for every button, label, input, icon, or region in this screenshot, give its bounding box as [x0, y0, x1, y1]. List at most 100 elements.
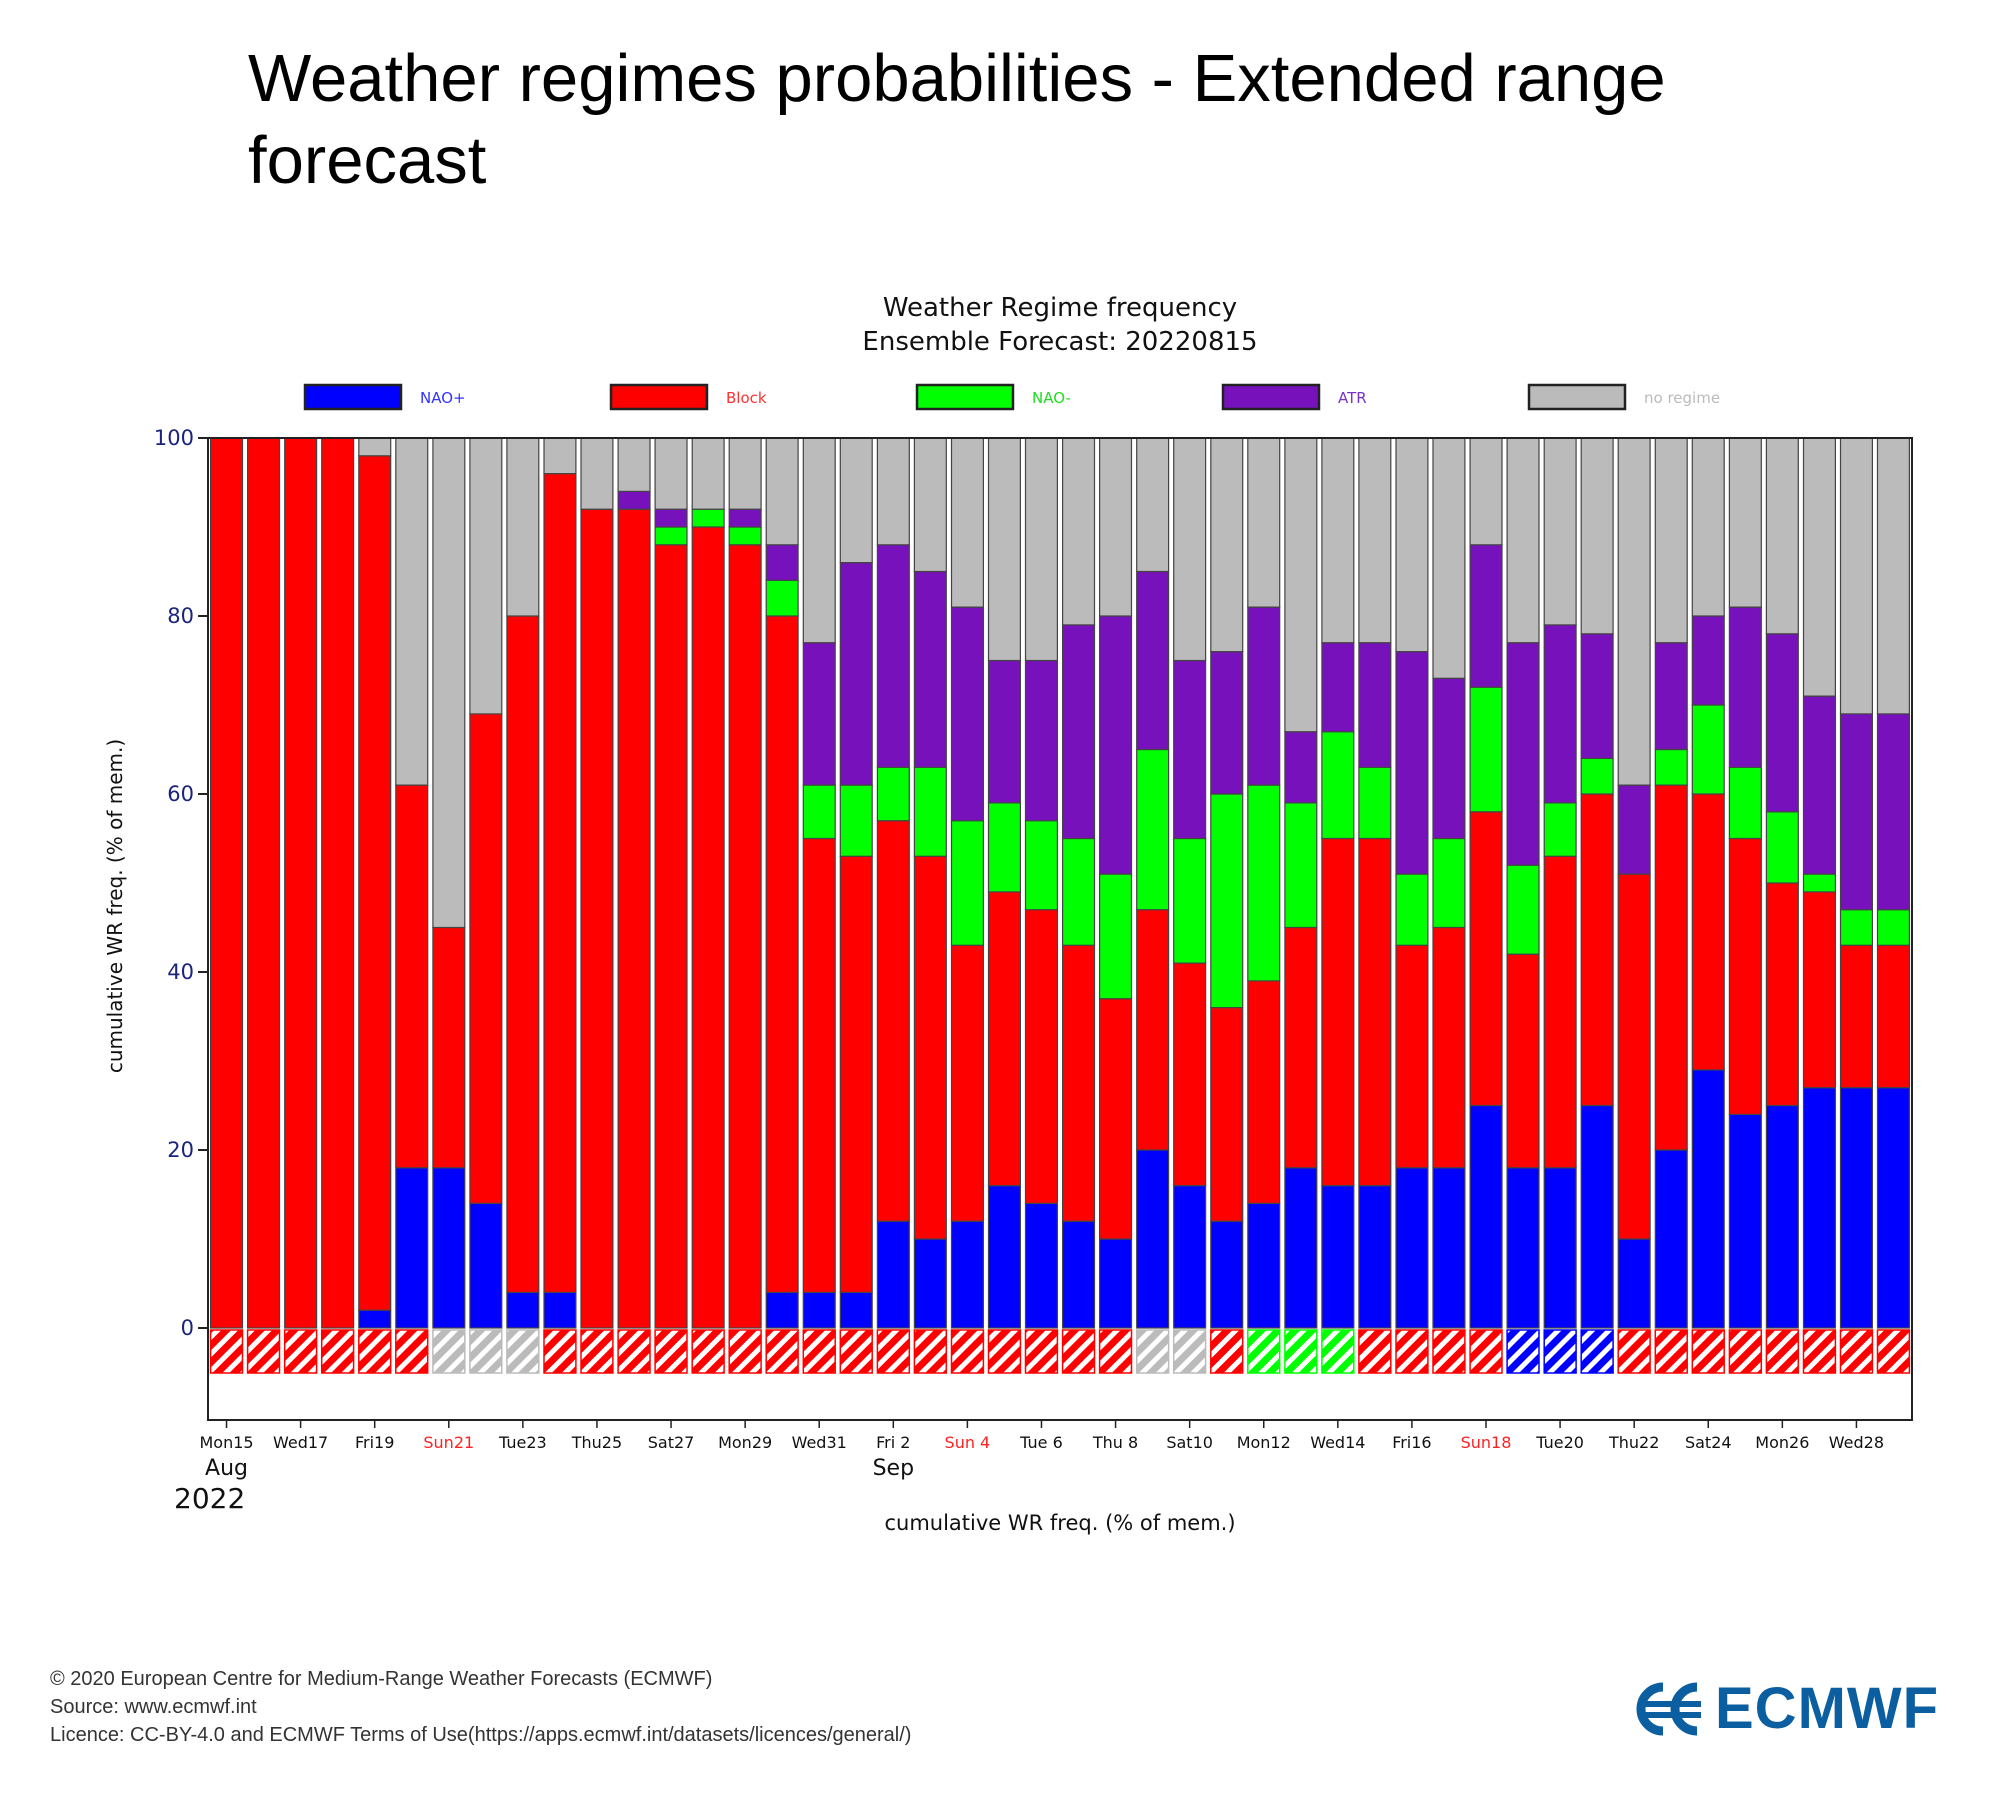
bar-no-regime-aug-19: [358, 437, 392, 457]
bar-no-regime-sep-6: [1024, 437, 1058, 662]
bar-nao-sep-6: [1024, 1202, 1058, 1329]
bar-nao-aug-29: [728, 526, 762, 546]
bar-nao-aug-24: [543, 1291, 577, 1329]
bar-nao-sep-10: [1173, 1184, 1207, 1329]
dominant-regime-marker-aug-25: [580, 1329, 614, 1374]
bar-block-sep-11: [1210, 1006, 1244, 1222]
bar-atr-sep-6: [1024, 659, 1058, 822]
bar-no-regime-sep-20: [1543, 437, 1577, 626]
bar-nao-sep-6: [1024, 820, 1058, 911]
bar-block-aug-23: [506, 615, 540, 1294]
x-tick-label: Wed14: [1310, 1433, 1365, 1452]
bar-nao-sep-7: [1061, 1220, 1096, 1329]
bar-nao-sep-20: [1543, 802, 1577, 857]
dominant-regime-marker-aug-24: [543, 1329, 577, 1374]
bar-nao-sep-25: [1728, 1113, 1762, 1329]
bar-atr-sep-11: [1210, 650, 1244, 795]
legend-label: no regime: [1644, 389, 1720, 407]
y-tick-label: 20: [167, 1138, 194, 1162]
ecmwf-logo: ECMWF: [1635, 1675, 1939, 1742]
bar-nao-sep-18: [1469, 686, 1503, 813]
bar-nao-sep-1: [839, 784, 873, 857]
copyright-text: © 2020 European Centre for Medium-Range …: [50, 1668, 713, 1690]
source-text: Source: www.ecmwf.int: [50, 1696, 257, 1718]
bar-nao-sep-8: [1098, 873, 1133, 1000]
bar-no-regime-sep-9: [1136, 437, 1170, 573]
bar-nao-sep-16: [1395, 873, 1429, 946]
x-tick-label: Wed31: [792, 1433, 847, 1452]
legend-item-block: Block: [609, 383, 767, 411]
dominant-regime-marker-aug-20: [395, 1329, 429, 1374]
y-tick-label: 80: [167, 604, 194, 628]
bar-block-sep-22: [1617, 873, 1651, 1240]
dominant-regime-marker-sep-1: [839, 1329, 873, 1374]
bar-block-aug-28: [691, 526, 725, 1329]
legend-label: Block: [726, 389, 767, 407]
x-tick-label: Sat27: [648, 1433, 695, 1452]
bar-block-sep-12: [1247, 980, 1281, 1205]
bar-block-aug-19: [358, 455, 392, 1311]
month-label: Sep: [873, 1456, 914, 1481]
bar-nao-sep-23: [1654, 748, 1688, 786]
dominant-regime-marker-sep-8: [1098, 1329, 1133, 1374]
bar-nao-aug-31: [802, 1291, 836, 1329]
bar-nao-sep-5: [987, 802, 1021, 893]
chart-title: Weather Regime frequency: [883, 293, 1237, 323]
bar-no-regime-sep-1: [839, 437, 873, 564]
bar-atr-aug-26: [617, 490, 651, 510]
ecmwf-logo-icon: [1636, 1682, 1701, 1735]
bar-no-regime-sep-5: [987, 437, 1021, 662]
bar-atr-sep-14: [1321, 642, 1355, 733]
bar-block-sep-14: [1321, 837, 1355, 1187]
bar-no-regime-sep-21: [1580, 437, 1614, 635]
bar-nao-sep-9: [1136, 1149, 1170, 1329]
bar-block-sep-28: [1839, 944, 1873, 1089]
x-tick-label: Thu25: [571, 1433, 622, 1452]
bar-atr-sep-1: [839, 561, 873, 786]
x-tick-label: Sun 4: [945, 1433, 991, 1452]
dominant-regime-marker-sep-22: [1617, 1329, 1651, 1374]
bar-nao-sep-2: [876, 1220, 910, 1329]
x-tick-label: Tue20: [1535, 1433, 1584, 1452]
legend-label: NAO-: [1032, 389, 1071, 407]
bar-block-sep-5: [987, 891, 1021, 1187]
dominant-regime-marker-sep-28: [1839, 1329, 1874, 1374]
x-tick-label: Sat10: [1166, 1433, 1213, 1452]
bar-nao-sep-2: [876, 766, 910, 822]
bar-block-sep-15: [1358, 837, 1392, 1187]
regime-chart: Weather Regime frequency Ensemble Foreca…: [103, 293, 1913, 1535]
bar-block-aug-22: [469, 713, 503, 1205]
bar-atr-sep-24: [1691, 615, 1725, 706]
month-label: Aug: [205, 1456, 248, 1481]
bar-block-aug-29: [728, 544, 762, 1329]
x-tick-label: Thu 8: [1092, 1433, 1138, 1452]
bar-atr-sep-29: [1876, 713, 1910, 911]
x-axis: Mon15 Wed17 Fri19 Sun21 Tue23 Thu25 Sat27 Mon29…: [174, 1420, 1884, 1515]
bar-atr-sep-20: [1543, 624, 1577, 804]
bar-atr-sep-27: [1802, 695, 1836, 875]
bar-atr-sep-17: [1432, 677, 1466, 840]
bar-no-regime-sep-19: [1506, 437, 1540, 644]
bar-atr-aug-29: [728, 508, 762, 528]
legend-item-no-regime: no regime: [1527, 383, 1720, 411]
bar-block-sep-19: [1506, 953, 1540, 1169]
bar-block-aug-18: [321, 437, 355, 1329]
bar-nao-aug-20: [395, 1167, 429, 1329]
y-axis-label: cumulative WR freq. (% of mem.): [103, 739, 127, 1073]
x-axis-label: cumulative WR freq. (% of mem.): [884, 1511, 1235, 1535]
bar-nao-sep-26: [1765, 811, 1799, 884]
bar-block-sep-8: [1098, 998, 1133, 1240]
dominant-regime-marker-aug-27: [654, 1329, 688, 1374]
bar-nao-sep-5: [987, 1184, 1021, 1329]
bar-no-regime-sep-10: [1173, 437, 1207, 662]
bar-no-regime-aug-29: [728, 437, 762, 510]
bar-nao-sep-28: [1839, 1087, 1873, 1329]
bar-block-sep-4: [950, 944, 984, 1222]
bar-nao-aug-23: [506, 1291, 540, 1329]
bar-atr-sep-3: [913, 570, 947, 768]
bar-atr-sep-25: [1728, 606, 1762, 768]
bar-nao-sep-22: [1617, 1238, 1651, 1329]
bar-no-regime-sep-4: [950, 437, 984, 608]
dominant-regime-marker-sep-25: [1728, 1329, 1763, 1374]
bar-block-sep-1: [839, 855, 873, 1293]
